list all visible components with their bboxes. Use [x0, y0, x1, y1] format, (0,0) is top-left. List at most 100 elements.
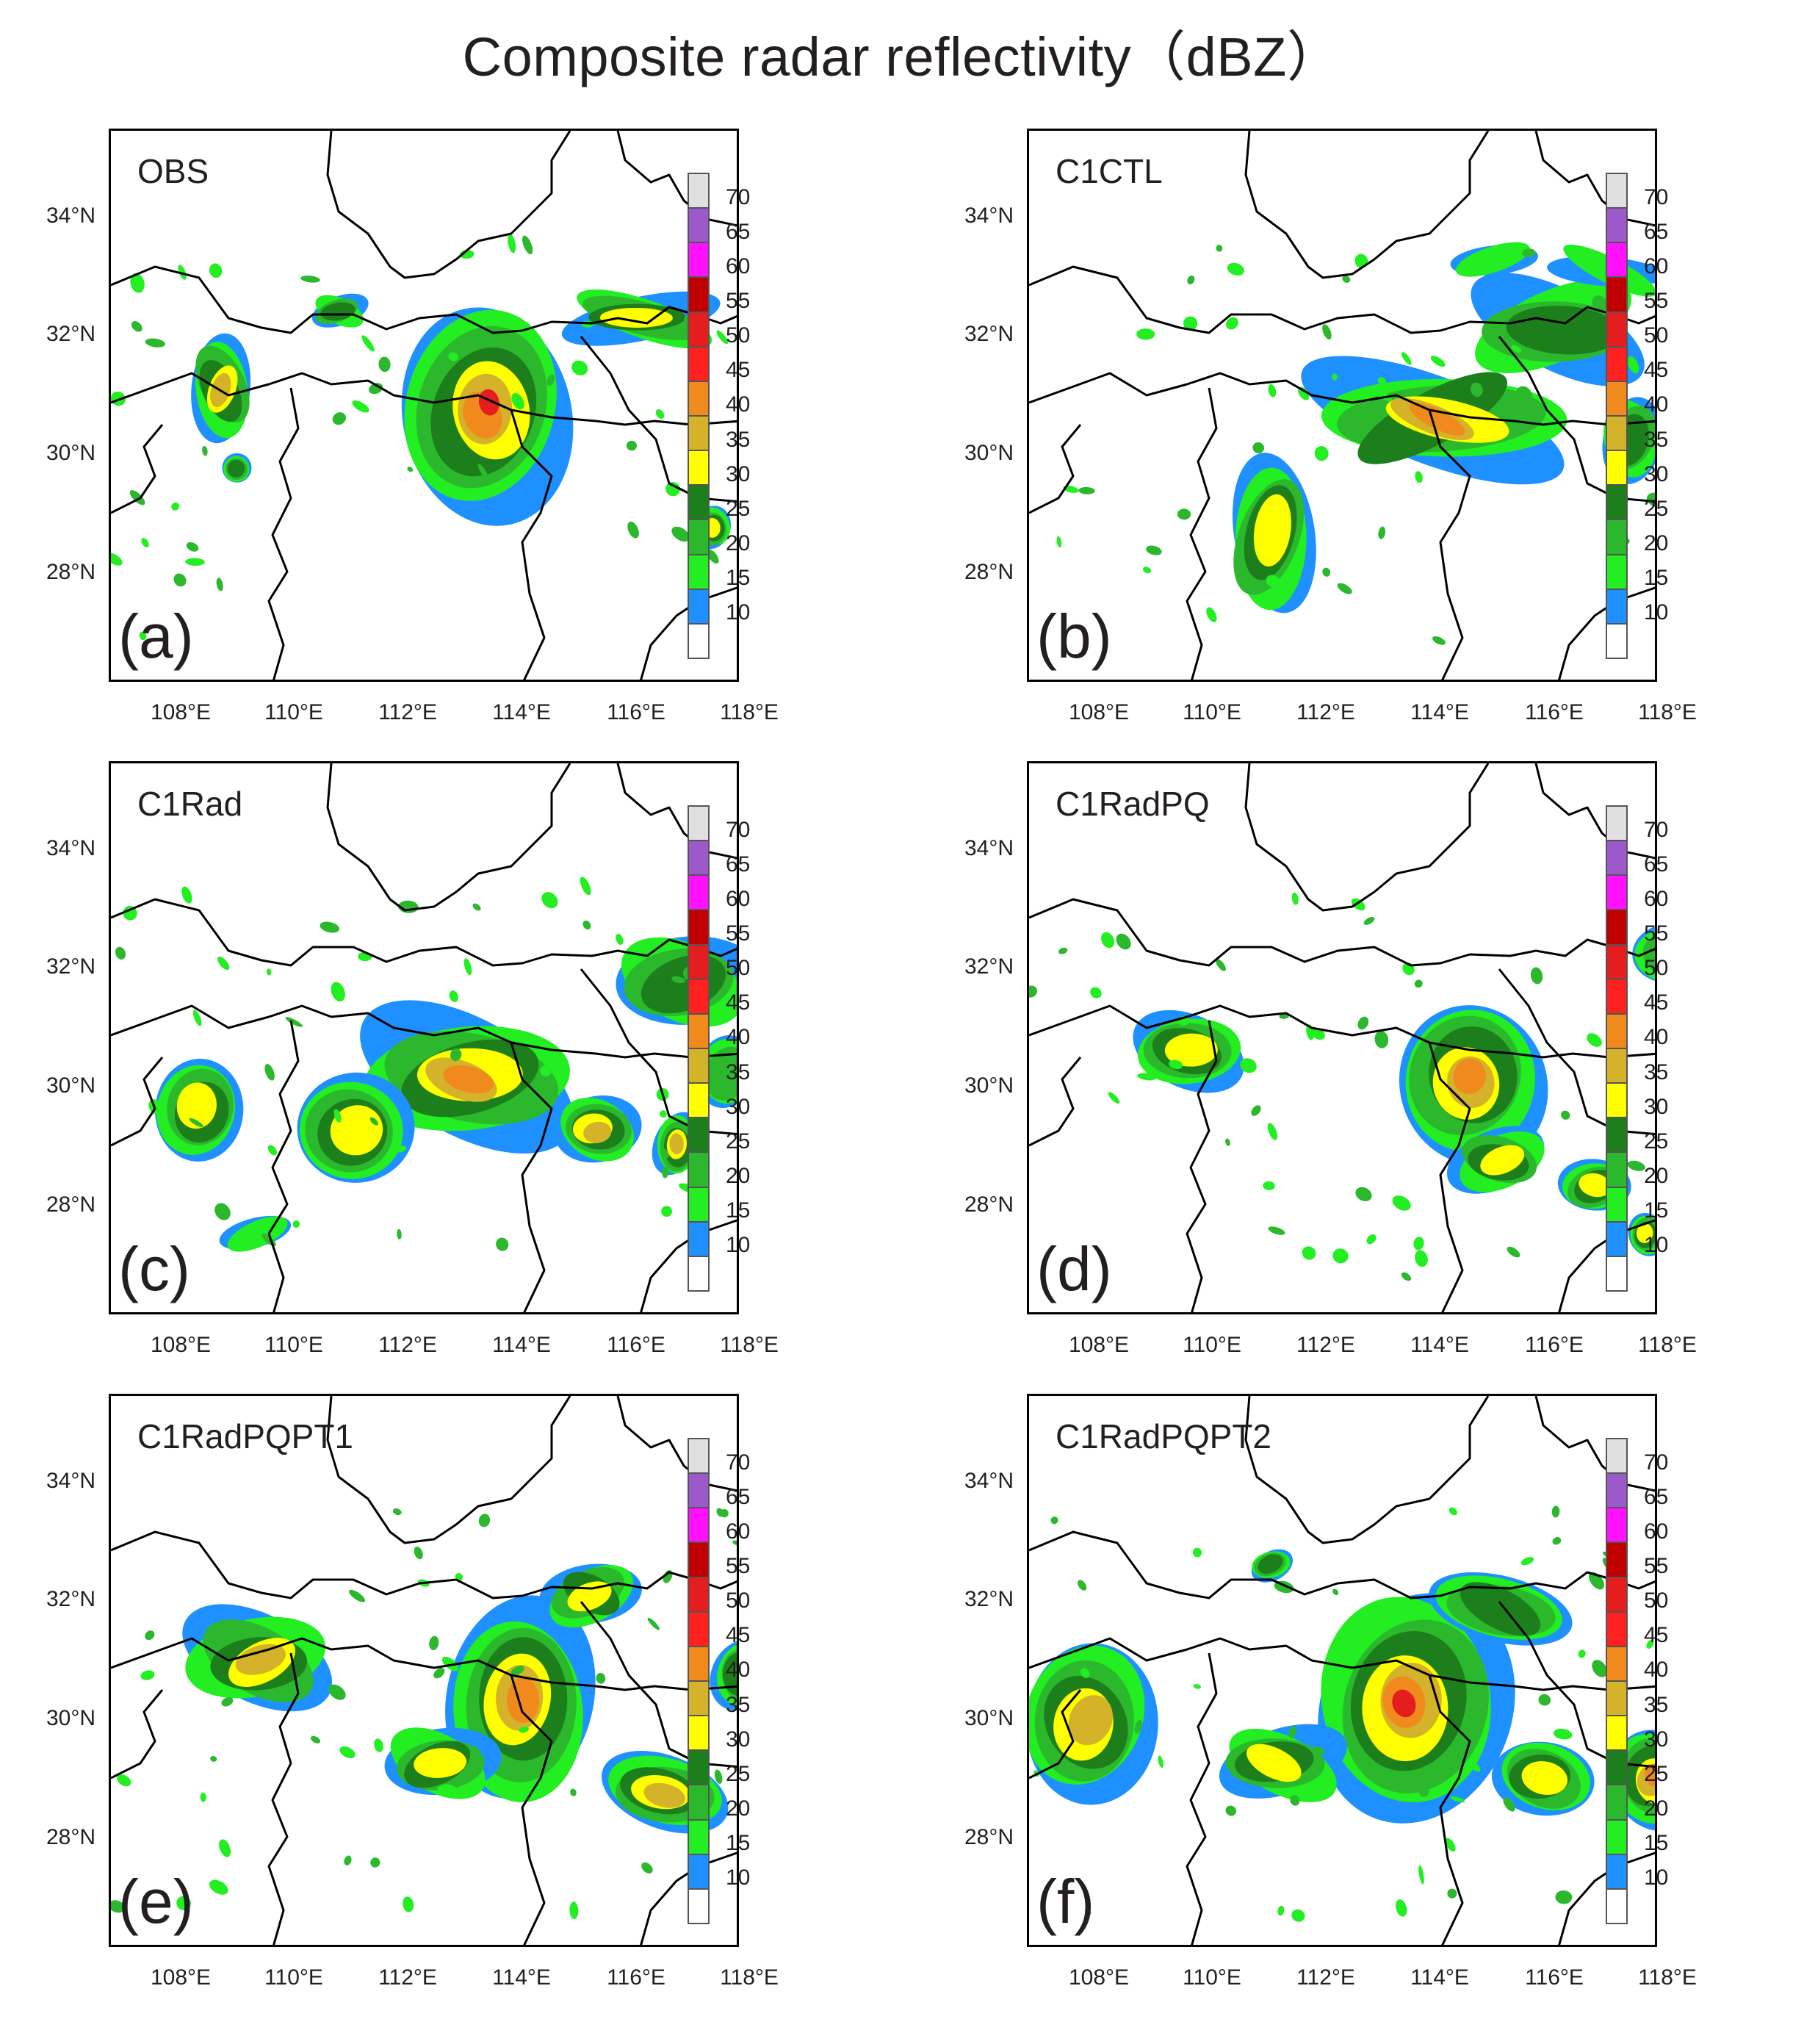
reflectivity-echo — [1136, 328, 1155, 340]
reflectivity-echo — [519, 1726, 529, 1733]
colorbar-level-label: 45 — [726, 990, 751, 1015]
reflectivity-echo — [1363, 917, 1375, 925]
colorbar-swatch — [1606, 874, 1628, 911]
reflectivity-echo — [436, 1784, 458, 1798]
reflectivity-echo — [671, 976, 685, 983]
colorbar-level-label: 15 — [1644, 1198, 1669, 1223]
longitude-tick-label: 108°E — [150, 1965, 212, 1990]
reflectivity-echo — [129, 490, 145, 505]
reflectivity-echo — [1453, 1058, 1486, 1095]
reflectivity-echo — [210, 1755, 217, 1762]
colorbar-level-label: 20 — [1644, 530, 1669, 555]
longitude-tick-label: 110°E — [1183, 1333, 1241, 1357]
reflectivity-echo — [361, 335, 375, 352]
reflectivity-echo — [570, 1788, 577, 1796]
reflectivity-echo — [665, 482, 681, 497]
province-boundary — [1186, 1020, 1218, 1312]
reflectivity-echo — [1646, 1640, 1654, 1649]
longitude-tick-label: 108°E — [150, 700, 212, 724]
colorbar-level-label: 25 — [726, 496, 751, 521]
reflectivity-echo — [1258, 1554, 1283, 1575]
latitude-tick-label: 28°N — [46, 1192, 95, 1217]
reflectivity-echo — [1392, 1195, 1411, 1211]
reflectivity-echo — [655, 409, 665, 419]
colorbar-swatch — [688, 1082, 710, 1119]
reflectivity-echo — [1029, 985, 1037, 998]
reflectivity-echo — [1377, 376, 1387, 386]
reflectivity-echo — [478, 389, 499, 416]
colorbar-level-label: 25 — [1644, 496, 1669, 521]
colorbar-swatch — [688, 622, 710, 659]
reflectivity-echo — [716, 330, 729, 345]
reflectivity-echo — [1552, 1537, 1562, 1545]
map-panel: 34°N 32°N 30°N 28°N 108°E 110°E 112°E 114°E 116°… — [0, 129, 889, 779]
reflectivity-echo — [1058, 947, 1068, 954]
reflectivity-echo — [397, 1228, 402, 1239]
reflectivity-echo — [221, 1696, 234, 1707]
latitude-tick-label: 30°N — [964, 1073, 1014, 1098]
panel-experiment-label: C1CTL — [1056, 152, 1163, 190]
reflectivity-echo — [1646, 492, 1655, 508]
colorbar-level-label: 65 — [726, 1484, 751, 1509]
panel-experiment-label: C1RadPQ — [1056, 785, 1210, 823]
panel-experiment-label: C1RadPQPT1 — [137, 1417, 354, 1455]
reflectivity-echo — [716, 1508, 724, 1517]
colorbar-swatch — [1606, 207, 1628, 244]
panel-letter: (f) — [1036, 1867, 1095, 1936]
colorbar-swatch — [1606, 242, 1628, 278]
reflectivity-echo — [1415, 1250, 1428, 1267]
province-boundary — [1186, 1652, 1218, 1945]
reflectivity-echo — [1134, 1719, 1142, 1734]
reflectivity-echo — [117, 1774, 131, 1787]
reflectivity-echo — [111, 553, 123, 566]
colorbar-swatch — [688, 1048, 710, 1084]
colorbar-swatch — [688, 1438, 710, 1475]
colorbar-level-label: 65 — [726, 219, 751, 244]
colorbar-swatch — [1606, 1220, 1628, 1257]
reflectivity-echo — [626, 440, 638, 451]
colorbar-level-label: 10 — [726, 1865, 751, 1890]
reflectivity-echo — [1447, 1888, 1457, 1899]
reflectivity-echo — [1158, 1755, 1163, 1768]
longitude-tick-label: 116°E — [1525, 1333, 1584, 1357]
reflectivity-echo — [1084, 1910, 1092, 1915]
colorbar-level-label: 40 — [1644, 392, 1669, 417]
reflectivity-map: C1RadPQ (d) — [1027, 761, 1657, 1314]
reflectivity-echo — [1467, 1758, 1481, 1772]
longitude-tick-label: 116°E — [607, 1965, 665, 1990]
colorbar-level-label: 55 — [1644, 921, 1669, 946]
reflectivity-echo — [732, 1540, 737, 1546]
reflectivity-echo — [1645, 1763, 1655, 1787]
reflectivity-echo — [1520, 1557, 1534, 1566]
latitude-tick-label: 28°N — [964, 560, 1014, 584]
colorbar-swatch — [688, 840, 710, 877]
reflectivity-echo — [330, 1105, 383, 1156]
colorbar-swatch — [688, 1645, 710, 1682]
colorbar-swatch — [688, 1186, 710, 1223]
colorbar-swatch — [688, 588, 710, 625]
reflectivity-echo — [403, 1896, 414, 1912]
latitude-tick-label: 30°N — [964, 1706, 1014, 1730]
reflectivity-echo — [145, 338, 165, 348]
colorbar-level-label: 70 — [726, 817, 751, 842]
reflectivity-echo — [1322, 567, 1331, 577]
reflectivity-echo — [333, 1109, 342, 1123]
colorbar-level-label: 35 — [1644, 1059, 1669, 1084]
colorbar-swatch — [1606, 1715, 1628, 1752]
reflectivity-echo — [407, 467, 414, 472]
reflectivity-echo — [139, 631, 147, 641]
reflectivity-echo — [1460, 1582, 1541, 1636]
colorbar-swatch — [1606, 943, 1628, 980]
colorbar-level-label: 25 — [1644, 1761, 1669, 1786]
colorbar-swatch — [688, 1853, 710, 1890]
reflectivity-echo — [140, 1670, 155, 1680]
colorbar-level-label: 50 — [726, 956, 751, 981]
colorbar-level-label: 60 — [726, 1519, 751, 1544]
province-boundary — [1029, 372, 1655, 426]
reflectivity-echo — [582, 920, 591, 929]
reflectivity-echo — [441, 1656, 459, 1671]
reflectivity-echo — [173, 573, 187, 587]
reflectivity-echo — [1587, 1033, 1602, 1047]
reflectivity-echo — [214, 1203, 231, 1220]
reflectivity-echo — [1090, 987, 1102, 998]
